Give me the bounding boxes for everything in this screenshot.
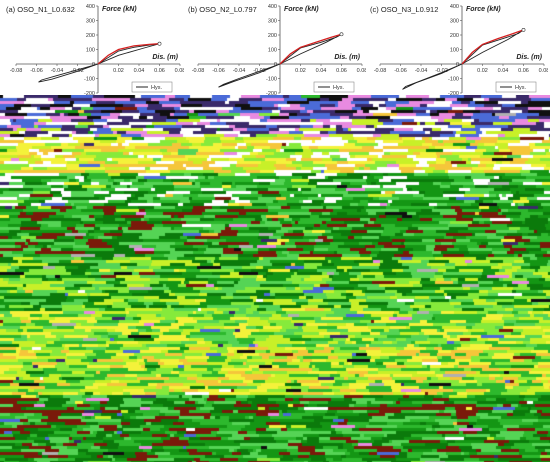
charts-row: (a) OSO_N1_L0.632 400 300 200 100 0 -100 -200 -0… bbox=[0, 0, 550, 95]
y-tick-label: 100 bbox=[450, 48, 459, 54]
x-tick-label: 0.06 bbox=[518, 68, 529, 74]
chart-panel-b: (b) OSO_N2_L0.797 400 300 200 100 0 -100 -200 -0… bbox=[184, 0, 366, 95]
x-tick-label: -0.08 bbox=[10, 68, 23, 74]
x-axis-label: Dis. (m) bbox=[516, 54, 542, 61]
y-tick-label: -100 bbox=[448, 77, 459, 83]
y-tick-label: -100 bbox=[266, 77, 277, 83]
x-tick-label: 0.04 bbox=[316, 68, 327, 74]
y-tick-label: 300 bbox=[450, 19, 459, 25]
chart-title: (c) OSO_N3_L0.912 bbox=[370, 5, 438, 14]
y-axis-label: Force (kN) bbox=[466, 6, 501, 13]
y-tick-label: 400 bbox=[450, 4, 459, 10]
chart-svg-c: (c) OSO_N3_L0.912 400 300 200 100 0 -100 -200 -0… bbox=[370, 4, 548, 95]
legend-box bbox=[131, 81, 173, 93]
series-end-point bbox=[339, 32, 344, 37]
y-tick-label: -100 bbox=[84, 77, 95, 83]
x-tick-label: 0.02 bbox=[113, 68, 124, 74]
x-tick-label: -0.04 bbox=[51, 68, 64, 74]
x-tick-label: -0.04 bbox=[233, 68, 246, 74]
chart-panel-c: (c) OSO_N3_L0.912 400 300 200 100 0 -100 -200 -0… bbox=[366, 0, 548, 95]
y-tick-label: 200 bbox=[450, 33, 459, 39]
y-tick-label: 300 bbox=[86, 19, 95, 25]
x-tick-label: 0.06 bbox=[336, 68, 347, 74]
x-tick-label: 0.02 bbox=[477, 68, 488, 74]
series-line-1 bbox=[461, 29, 524, 65]
x-tick-label: -0.08 bbox=[192, 68, 205, 74]
series-end-point bbox=[157, 41, 162, 46]
y-tick-label: 0 bbox=[274, 62, 277, 68]
y-tick-label: 400 bbox=[86, 4, 95, 10]
x-tick-label: 0.02 bbox=[295, 68, 306, 74]
series-line-1 bbox=[279, 33, 342, 65]
y-tick-label: 100 bbox=[86, 48, 95, 54]
x-tick-label: 0.06 bbox=[154, 68, 165, 74]
chart-title: (a) OSO_N1_L0.632 bbox=[6, 5, 75, 14]
legend: Hys. bbox=[495, 81, 537, 93]
series-line-1 bbox=[97, 43, 160, 65]
series-end-point bbox=[521, 28, 526, 32]
corrupted-image-band bbox=[0, 95, 550, 462]
y-tick-label: -200 bbox=[448, 91, 459, 95]
legend-label: Hys. bbox=[333, 85, 344, 91]
x-tick-label: 0.04 bbox=[134, 68, 145, 74]
chart-panel-a: (a) OSO_N1_L0.632 400 300 200 100 0 -100 -200 -0… bbox=[2, 0, 184, 95]
chart-svg-b: (b) OSO_N2_L0.797 400 300 200 100 0 -100 -200 -0… bbox=[188, 4, 366, 95]
y-tick-label: 0 bbox=[456, 62, 459, 68]
x-axis-label: Dis. (m) bbox=[152, 54, 178, 61]
x-axis-label: Dis. (m) bbox=[334, 54, 360, 61]
chart-svg-a: (a) OSO_N1_L0.632 4003002001000-100-200-0… bbox=[6, 4, 184, 95]
y-axis-label: Force (kN) bbox=[102, 6, 137, 13]
legend: Hys. bbox=[313, 81, 355, 93]
legend-label: Hys. bbox=[515, 85, 526, 91]
x-tick-label: 0.08 bbox=[539, 68, 548, 74]
legend-box bbox=[313, 81, 355, 93]
legend-box bbox=[495, 81, 537, 93]
x-tick-label: -0.08 bbox=[374, 68, 387, 74]
x-tick-label: -0.06 bbox=[212, 68, 225, 74]
y-tick-label: 400 bbox=[268, 4, 277, 10]
legend-label: Hys. bbox=[151, 85, 162, 91]
y-tick-label: 200 bbox=[86, 33, 95, 39]
y-tick-label: -200 bbox=[266, 91, 277, 95]
x-tick-label: 0.08 bbox=[175, 68, 184, 74]
y-axis-label: Force (kN) bbox=[284, 6, 319, 13]
x-tick-label: 0.04 bbox=[498, 68, 509, 74]
x-tick-label: -0.04 bbox=[415, 68, 428, 74]
y-tick-label: 200 bbox=[268, 33, 277, 39]
x-tick-label: 0.08 bbox=[357, 68, 366, 74]
x-tick-label: -0.06 bbox=[394, 68, 407, 74]
chart-title: (b) OSO_N2_L0.797 bbox=[188, 5, 257, 14]
y-tick-label: -200 bbox=[84, 91, 95, 95]
x-tick-label: -0.06 bbox=[30, 68, 43, 74]
y-tick-label: 300 bbox=[268, 19, 277, 25]
legend: Hys. bbox=[131, 81, 173, 93]
series-line-0 bbox=[402, 29, 524, 90]
x-tick-label: -0.02 bbox=[435, 68, 448, 74]
y-tick-label: 100 bbox=[268, 48, 277, 54]
